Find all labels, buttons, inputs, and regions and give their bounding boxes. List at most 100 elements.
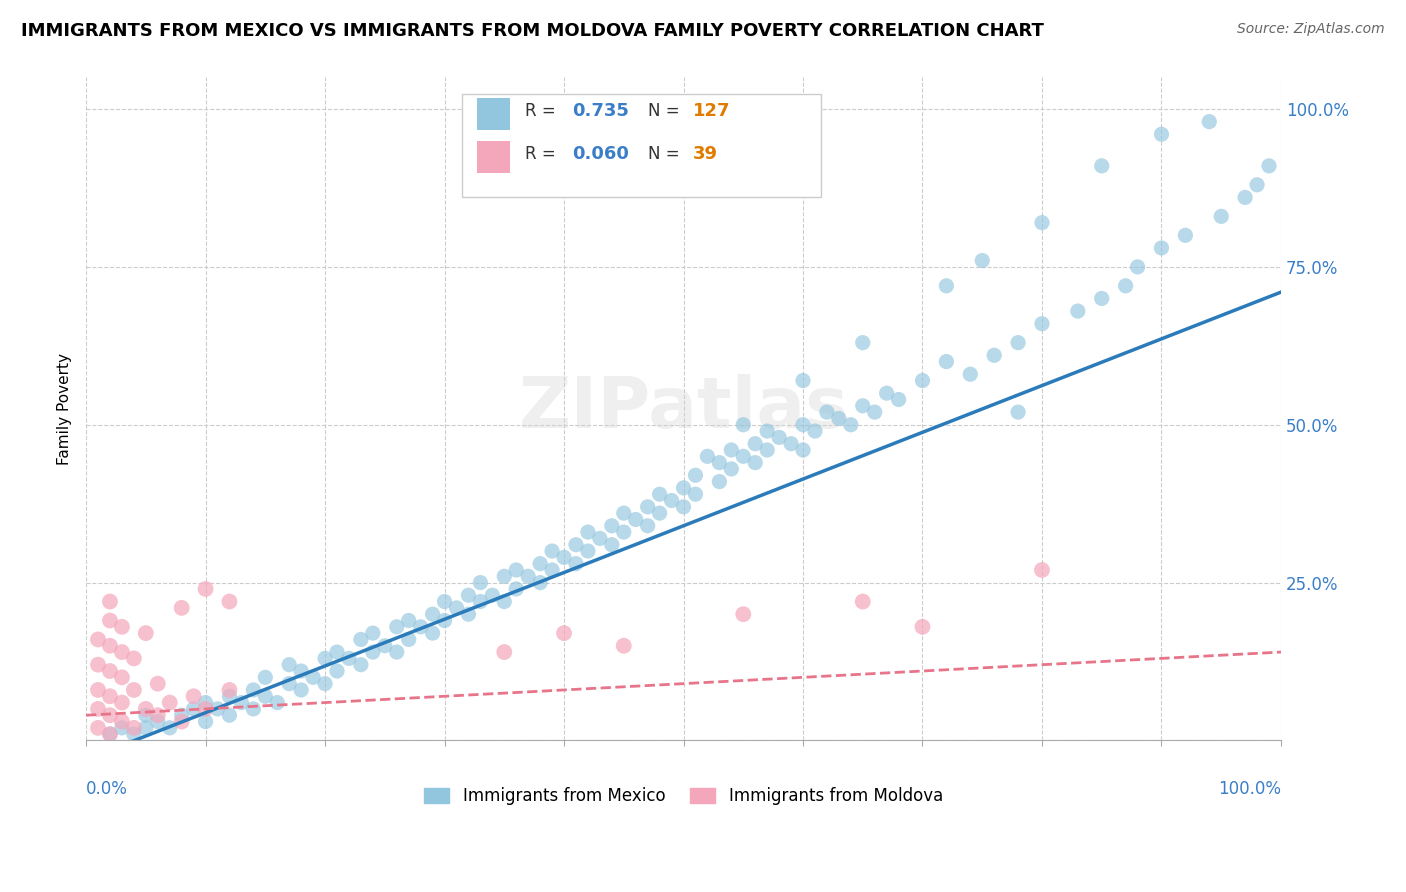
Point [959, 368, 981, 382]
Point [374, 639, 396, 653]
Point [433, 594, 456, 608]
Point [218, 594, 240, 608]
Point [1031, 317, 1053, 331]
Point [1067, 304, 1090, 318]
Point [1246, 178, 1268, 192]
Point [911, 374, 934, 388]
Point [756, 424, 779, 438]
Point [242, 702, 264, 716]
Point [470, 575, 492, 590]
Point [553, 626, 575, 640]
Point [98, 614, 121, 628]
Point [314, 676, 336, 690]
Point [1031, 563, 1053, 577]
Point [1258, 159, 1281, 173]
Point [565, 557, 588, 571]
Point [935, 278, 957, 293]
Text: 39: 39 [693, 145, 718, 162]
Point [733, 417, 755, 432]
Point [254, 690, 277, 704]
Point [1234, 190, 1257, 204]
Point [661, 493, 683, 508]
Text: N =: N = [648, 145, 685, 162]
Point [792, 374, 814, 388]
Point [87, 632, 110, 647]
Point [87, 682, 110, 697]
Point [87, 657, 110, 672]
Point [494, 594, 516, 608]
Point [98, 690, 121, 704]
Text: IMMIGRANTS FROM MEXICO VS IMMIGRANTS FROM MOLDOVA FAMILY POVERTY CORRELATION CHA: IMMIGRANTS FROM MEXICO VS IMMIGRANTS FRO… [21, 22, 1045, 40]
Point [576, 544, 599, 558]
Point [1091, 292, 1114, 306]
Point [733, 607, 755, 622]
Point [1174, 228, 1197, 243]
Point [648, 487, 671, 501]
Point [1091, 159, 1114, 173]
Point [409, 620, 432, 634]
Point [672, 481, 695, 495]
Point [290, 682, 312, 697]
Point [422, 607, 444, 622]
Point [815, 405, 838, 419]
Point [290, 664, 312, 678]
Point [422, 626, 444, 640]
Point [576, 525, 599, 540]
Point [398, 632, 420, 647]
Point [828, 411, 851, 425]
Point [672, 500, 695, 514]
Point [337, 651, 360, 665]
Point [242, 682, 264, 697]
Text: 0.735: 0.735 [572, 102, 630, 120]
Bar [477, 98, 510, 130]
Point [194, 714, 217, 729]
Point [170, 708, 193, 723]
Point [685, 487, 707, 501]
Text: R =: R = [524, 145, 561, 162]
Point [600, 518, 623, 533]
Text: 0.0%: 0.0% [86, 780, 128, 798]
Point [553, 550, 575, 565]
Point [792, 442, 814, 457]
Point [1031, 216, 1053, 230]
Point [876, 386, 898, 401]
Point [122, 721, 145, 735]
Point [1126, 260, 1149, 274]
Point [183, 690, 205, 704]
Point [613, 506, 636, 520]
Point [146, 676, 169, 690]
Text: 0.060: 0.060 [572, 145, 630, 162]
Point [852, 399, 875, 413]
Point [350, 657, 373, 672]
Point [122, 682, 145, 697]
Point [887, 392, 910, 407]
Point [613, 639, 636, 653]
Point [111, 670, 134, 684]
Point [159, 721, 181, 735]
Point [194, 702, 217, 716]
Point [517, 569, 540, 583]
Point [146, 714, 169, 729]
Point [135, 708, 157, 723]
Text: Source: ZipAtlas.com: Source: ZipAtlas.com [1237, 22, 1385, 37]
Point [385, 645, 408, 659]
Point [135, 702, 157, 716]
Point [326, 645, 349, 659]
Point [505, 563, 527, 577]
Point [733, 450, 755, 464]
Point [254, 670, 277, 684]
Point [541, 563, 564, 577]
Point [494, 569, 516, 583]
Point [170, 600, 193, 615]
Point [326, 664, 349, 678]
Point [170, 714, 193, 729]
Point [98, 727, 121, 741]
Point [1150, 241, 1173, 255]
Point [637, 518, 659, 533]
Point [111, 696, 134, 710]
Point [111, 721, 134, 735]
Point [470, 594, 492, 608]
Y-axis label: Family Poverty: Family Poverty [58, 353, 72, 465]
Point [146, 708, 169, 723]
Point [744, 436, 766, 450]
